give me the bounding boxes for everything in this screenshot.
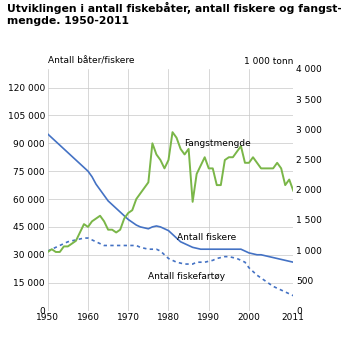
Text: Antall fiskere: Antall fiskere — [177, 233, 236, 242]
Text: 1 000 tonn: 1 000 tonn — [244, 57, 293, 66]
Text: Utviklingen i antall fiskebåter, antall fiskere og fangst-
mengde. 1950-2011: Utviklingen i antall fiskebåter, antall … — [7, 2, 341, 26]
Text: Fangstmengde: Fangstmengde — [184, 139, 251, 148]
Text: Antall båter/fiskere: Antall båter/fiskere — [48, 57, 134, 66]
Text: Antall fiskefartøy: Antall fiskefartøy — [148, 272, 225, 281]
